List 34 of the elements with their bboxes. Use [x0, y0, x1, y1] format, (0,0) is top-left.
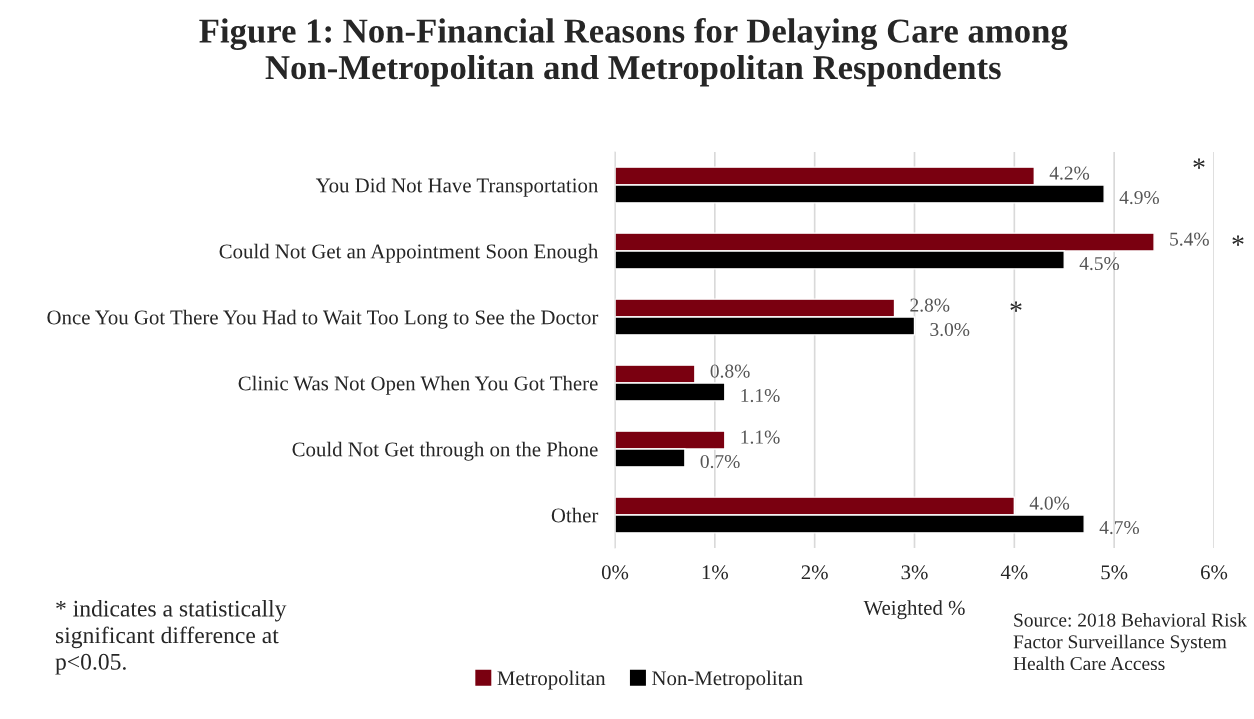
x-tick-label: 5%	[1101, 565, 1128, 580]
data-label: 1.1%	[741, 388, 780, 403]
y-tick-label: Could Not Get an Appointment Soon Enough	[219, 243, 599, 263]
legend-label: Metropolitan	[497, 670, 606, 690]
y-tick-label: Clinic Was Not Open When You Got There	[238, 375, 598, 395]
y-tick-label: You Did Not Have Transportation	[315, 177, 599, 197]
data-label: 1.1%	[741, 430, 780, 444]
y-tick-label: Once You Got There You Had to Wait Too Long to See the Doctor	[47, 309, 599, 329]
text: * indicates a statistically significant difference at p<0.05.	[55, 600, 287, 675]
data-label: 2.8%	[910, 298, 950, 312]
data-label: 0.7%	[700, 454, 740, 469]
chart-title: Figure 1: Non-Financial Reasons for Delaying Care among Non-Metropolitan and Metropolitan Respondents	[199, 17, 1068, 87]
x-tick-label: 2%	[801, 565, 828, 580]
legend-label: Non-Metropolitan	[652, 670, 803, 690]
y-tick-label: Could Not Get through on the Phone	[292, 441, 598, 461]
data-label: 4.2%	[1049, 166, 1090, 180]
data-label: 5.4%	[1170, 232, 1209, 246]
x-tick-label: 0%	[601, 565, 629, 580]
x-axis-title: Weighted %	[863, 600, 965, 620]
data-label: 0.8%	[710, 364, 750, 378]
data-label: 4.7%	[1099, 520, 1140, 535]
x-tick-label: 3%	[901, 565, 928, 580]
y-tick-label: Other	[551, 507, 599, 523]
source-note: Source: 2018 Behavioral Risk Factor Surveillance System Health Care Access	[1013, 613, 1247, 671]
x-tick-label: 1%	[702, 565, 729, 580]
data-label: 3.0%	[930, 322, 970, 337]
data-label: 4.9%	[1119, 190, 1159, 205]
data-label: 4.5%	[1079, 256, 1120, 271]
annotation: *	[1193, 158, 1205, 169]
data-label: 4.0%	[1029, 496, 1070, 510]
annotation: *	[1010, 301, 1022, 312]
text: *	[1232, 235, 1244, 246]
x-tick-label: 6%	[1201, 565, 1228, 580]
x-tick-label: 4%	[1000, 565, 1028, 580]
